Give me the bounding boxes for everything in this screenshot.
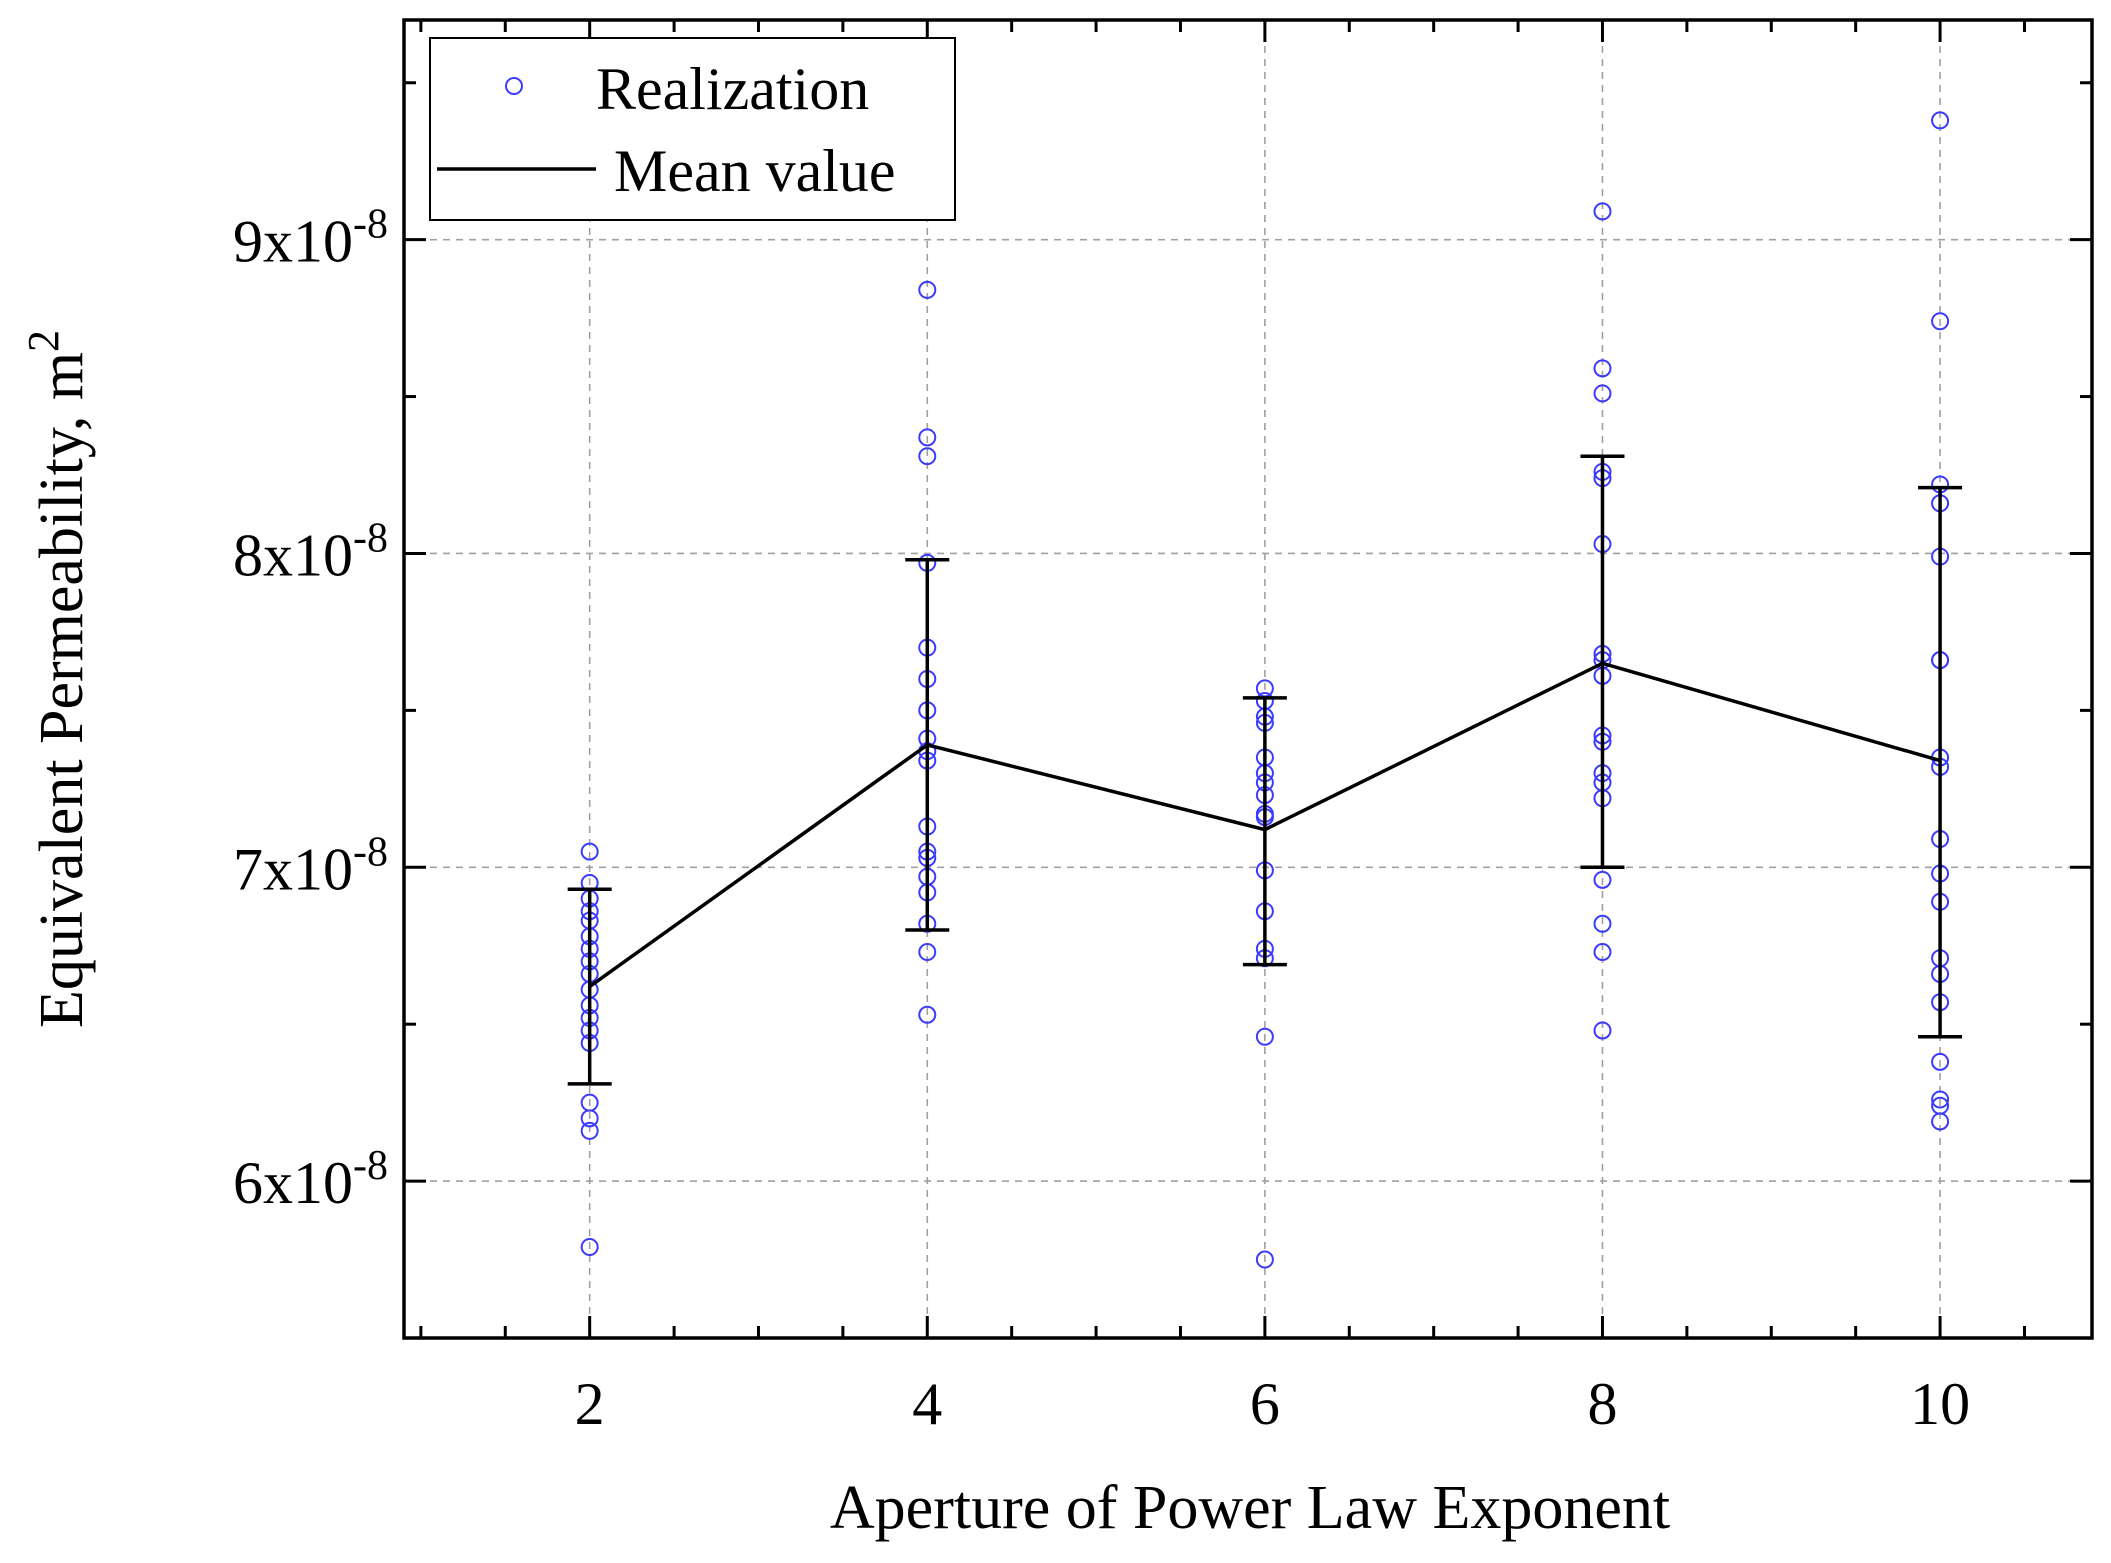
y-axis-title-superscript: 2 xyxy=(19,330,68,352)
realization-point xyxy=(1593,914,1612,933)
realization-point xyxy=(580,1109,599,1128)
legend-mean-label: Mean value xyxy=(614,138,896,204)
legend-box xyxy=(429,37,956,221)
y-tick-label-exponent: -8 xyxy=(353,1143,388,1189)
realization-point xyxy=(918,447,937,466)
realization-point xyxy=(580,842,599,861)
legend-realization-label: Realization xyxy=(596,56,869,122)
y-tick-label-exponent: -8 xyxy=(353,515,388,561)
y-axis-title: Equivalent Permeability, m2 xyxy=(19,330,96,1028)
plot-frame xyxy=(402,18,2094,1340)
x-tick-label: 4 xyxy=(912,1371,942,1437)
realization-point xyxy=(1255,1250,1274,1269)
legend-realization-marker xyxy=(505,77,523,95)
realization-point xyxy=(918,280,937,299)
y-tick-label-exponent: -8 xyxy=(353,829,388,875)
realization-point xyxy=(1931,1112,1950,1131)
x-tick-label: 6 xyxy=(1250,1371,1280,1437)
realization-point xyxy=(1931,111,1950,130)
realization-point xyxy=(1593,943,1612,962)
y-tick-label: 9x10-8 xyxy=(233,202,388,275)
y-tick-label: 6x10-8 xyxy=(233,1143,388,1216)
realization-point xyxy=(1593,870,1612,889)
x-tick-labels: 2 4 6 8 10 xyxy=(575,1371,1970,1437)
x-axis-title: Aperture of Power Law Exponent xyxy=(830,1474,1670,1542)
realization-point xyxy=(1593,202,1612,221)
realization-point xyxy=(1931,1052,1950,1071)
y-axis-title-text: Equivalent Permeability, m xyxy=(28,352,96,1028)
realization-point xyxy=(1593,1021,1612,1040)
realization-point xyxy=(1931,312,1950,331)
y-tick-label: 7x10-8 xyxy=(233,829,388,902)
legend: Realization Mean value xyxy=(429,37,956,221)
realization-point xyxy=(918,428,937,447)
y-tick-label-exponent: -8 xyxy=(353,202,388,248)
realization-point xyxy=(918,1005,937,1024)
x-tick-label: 10 xyxy=(1910,1371,1970,1437)
realization-point xyxy=(1593,359,1612,378)
mean-value-line xyxy=(588,661,1941,988)
realization-point xyxy=(580,1121,599,1140)
y-tick-label-base: 9x10 xyxy=(233,209,353,275)
realization-point xyxy=(1593,384,1612,403)
y-tick-label-base: 8x10 xyxy=(233,522,353,588)
plot-area xyxy=(567,111,1963,1269)
grid xyxy=(404,20,2092,1338)
realization-point xyxy=(1255,1027,1274,1046)
realization-point xyxy=(1931,1090,1950,1109)
y-tick-label: 8x10-8 xyxy=(233,515,388,588)
realization-point xyxy=(918,943,937,962)
x-tick-label: 2 xyxy=(575,1371,605,1437)
y-tick-label-base: 7x10 xyxy=(233,836,353,902)
y-tick-label-base: 6x10 xyxy=(233,1150,353,1216)
realization-point xyxy=(580,1237,599,1256)
x-tick-label: 8 xyxy=(1587,1371,1617,1437)
